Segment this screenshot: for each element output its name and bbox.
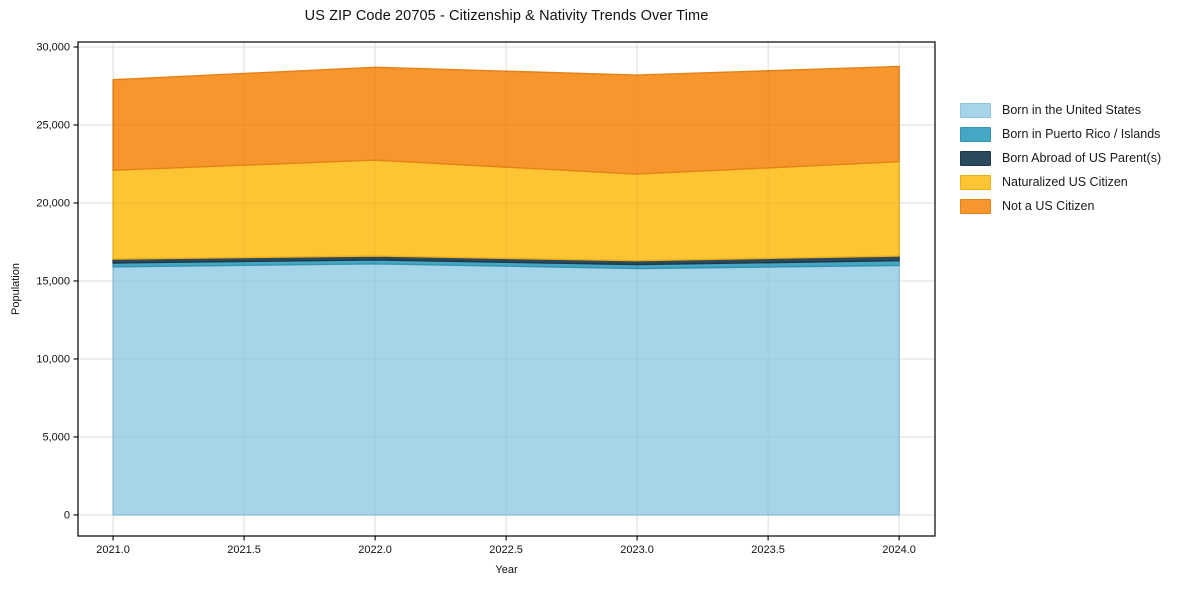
legend-swatch: [960, 126, 991, 142]
legend-swatch: [960, 102, 991, 118]
legend-item: Born Abroad of US Parent(s): [960, 150, 1162, 166]
x-tick-label: 2022.5: [489, 544, 523, 556]
legend: Born in the United States Born in Puerto …: [960, 102, 1162, 214]
y-tick-label: 20,000: [36, 197, 70, 209]
x-tick-label: 2023.5: [751, 544, 785, 556]
x-tick-label: 2021.5: [227, 544, 261, 556]
y-tick-label: 10,000: [36, 353, 70, 365]
y-tick-label: 5,000: [42, 431, 70, 443]
legend-item: Born in Puerto Rico / Islands: [960, 126, 1161, 142]
x-tick-label: 2024.0: [882, 544, 916, 556]
x-tick-label: 2023.0: [620, 544, 654, 556]
legend-item: Not a US Citizen: [960, 198, 1161, 214]
legend-swatch: [960, 198, 991, 214]
y-tick-label: 30,000: [36, 41, 70, 53]
legend-label: Naturalized US Citizen: [1002, 175, 1128, 189]
x-tick-label: 2021.0: [96, 544, 130, 556]
area-band-4: [112, 65, 900, 175]
legend-swatch: [960, 174, 991, 190]
legend-swatch: [960, 150, 991, 166]
y-tick-label: 15,000: [36, 275, 70, 287]
x-tick-label: 2022.0: [358, 544, 392, 556]
chart-title: US ZIP Code 20705 - Citizenship & Nativi…: [304, 8, 709, 24]
legend-item: Born in the United States: [960, 102, 1161, 118]
legend-label: Born in Puerto Rico / Islands: [1002, 127, 1161, 141]
legend-label: Not a US Citizen: [1002, 199, 1095, 213]
legend-item: Naturalized US Citizen: [960, 174, 1161, 190]
y-tick-label: 0: [64, 509, 70, 521]
y-axis-label: Population: [10, 263, 22, 315]
x-axis-label: Year: [495, 564, 518, 576]
legend-label: Born Abroad of US Parent(s): [1002, 151, 1162, 165]
y-tick-label: 25,000: [36, 119, 70, 131]
legend-label: Born in the United States: [1002, 103, 1141, 117]
